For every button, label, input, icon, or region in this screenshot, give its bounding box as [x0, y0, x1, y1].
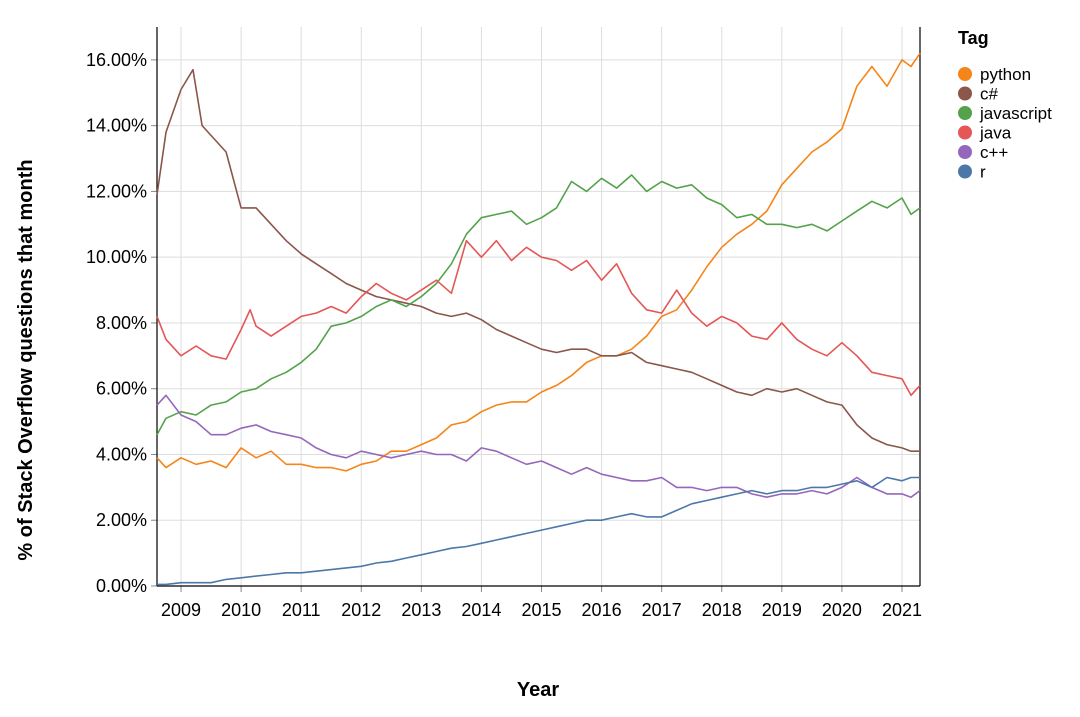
- legend-label: c++: [980, 143, 1008, 162]
- y-tick-label: 12.00%: [86, 181, 147, 201]
- series-line-cp: [156, 394, 921, 499]
- legend-title: Tag: [958, 28, 989, 48]
- y-tick-label: 16.00%: [86, 50, 147, 70]
- legend-label: python: [980, 65, 1031, 84]
- series-line-javascript: [156, 174, 921, 436]
- axes: 0.00% 2.00% 4.00% 6.00% 8.00% 10.00% 12.00% 14.…: [86, 27, 922, 620]
- y-tick-label: 14.00%: [86, 116, 147, 136]
- legend-label: javascript: [979, 104, 1052, 123]
- legend-symbol: [958, 145, 972, 159]
- series-line-cp: [156, 68, 920, 453]
- x-tick-label: 2016: [582, 600, 622, 620]
- y-axis-title: % of Stack Overflow questions that month: [15, 159, 37, 560]
- y-tick-label: 2.00%: [96, 510, 147, 530]
- legend-label: c#: [980, 85, 999, 104]
- x-tick-label: 2013: [401, 600, 441, 620]
- legend-symbol: [958, 125, 972, 140]
- x-tick-label: 2020: [822, 600, 862, 620]
- legend-label: java: [979, 124, 1012, 143]
- x-tick-label: 2018: [702, 600, 742, 620]
- y-tick-label: 8.00%: [96, 313, 147, 333]
- y-tick-label: 4.00%: [96, 444, 147, 464]
- legend-label: r: [980, 163, 986, 182]
- legend-symbol: [958, 67, 972, 81]
- y-tick-label: 0.00%: [96, 576, 147, 596]
- x-tick-label: 2009: [161, 600, 201, 620]
- x-tick-label: 2012: [341, 600, 381, 620]
- legend-symbol: [958, 164, 972, 179]
- series-lines: [156, 52, 921, 586]
- legend-symbol: [958, 106, 972, 120]
- series-line-python: [156, 52, 921, 472]
- series-line-r: [157, 476, 920, 586]
- grid: [157, 27, 920, 587]
- x-tick-label: 2010: [221, 600, 261, 620]
- x-tick-label: 2017: [642, 600, 682, 620]
- x-tick-label: 2019: [762, 600, 802, 620]
- y-tick-label: 10.00%: [86, 247, 147, 267]
- legend-symbol: [958, 86, 972, 101]
- y-tick-label: 6.00%: [96, 379, 147, 399]
- series-line-java: [156, 239, 921, 397]
- x-axis-title: Year: [517, 679, 559, 701]
- x-tick-label: 2014: [461, 600, 501, 620]
- x-tick-label: 2011: [282, 600, 321, 620]
- x-tick-label: 2015: [521, 600, 561, 620]
- x-tick-label: 2021: [882, 600, 922, 620]
